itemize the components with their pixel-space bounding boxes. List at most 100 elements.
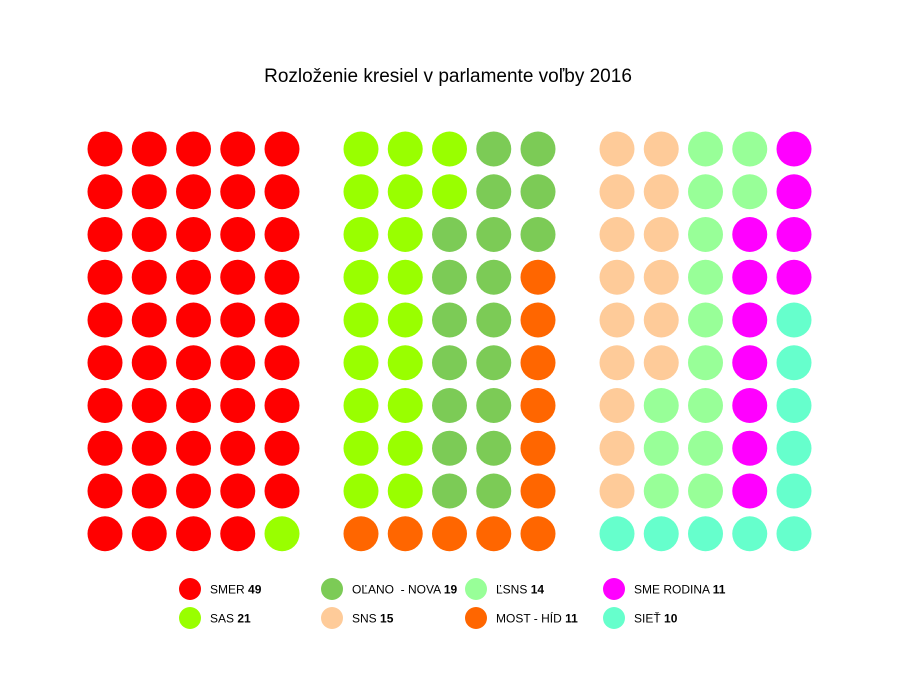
seat-dot [220,430,256,466]
seat-dot [732,302,768,338]
legend-label: OĽANO - NOVA 19 [352,583,457,597]
seat-dot [343,430,379,466]
seat-dot [520,217,556,252]
seat-dot [432,473,467,509]
seat-dot [264,302,300,338]
legend-party-name: SNS [352,612,380,626]
legend-label: SNS 15 [352,612,394,626]
seat-dot [87,473,123,509]
seat-dot [131,174,167,210]
seat-dot [688,516,723,552]
seat-dot [520,302,556,338]
seat-dot [131,302,167,338]
legend-swatch [465,578,487,600]
legend-seat-count: 11 [565,612,578,626]
seat-dot [176,302,211,338]
seat-dot [264,131,300,167]
legend-party-name: ĽSNS [496,583,531,597]
seat-dot [432,430,467,466]
seat-dot [776,131,812,167]
seat-dot [688,259,723,295]
seat-dot [732,131,768,167]
seat-dot [343,473,379,509]
seat-dot [432,217,467,252]
legend-label: SMER 49 [210,583,262,597]
seat-dot [131,217,167,252]
legend-label: MOST - HÍD 11 [496,611,578,626]
seat-dot [87,174,123,210]
seat-dot [432,345,467,381]
seat-dot [643,131,679,167]
legend-item: OĽANO - NOVA 19 [321,578,457,600]
seat-dot [343,174,379,210]
seat-dot [220,345,256,381]
seat-dot [264,516,300,552]
seat-dot [599,259,635,295]
legend-item: SAS 21 [179,607,251,629]
seat-dot [220,473,256,509]
seat-dot [387,131,423,167]
seat-dot [732,259,768,295]
seat-dot [476,516,512,552]
seat-dot [476,302,512,338]
legend-item: MOST - HÍD 11 [465,607,578,629]
legend-swatch [321,578,343,600]
legend-seat-count: 19 [444,583,458,597]
seat-dot [776,430,812,466]
legend-label: SAS 21 [210,612,251,626]
seat-dot [776,345,812,381]
seat-dot [643,473,679,509]
seat-dot [776,259,812,295]
seat-dot [131,516,167,552]
seat-dot [220,516,256,552]
legend-party-name: SAS [210,612,237,626]
seat-dot [476,131,512,167]
seat-dot [87,430,123,466]
seat-dot [776,174,812,210]
seat-dot [131,345,167,381]
seat-dot [131,430,167,466]
seat-dot [732,430,768,466]
legend-swatch [603,607,625,629]
seat-dot [387,259,423,295]
legend-swatch [465,607,487,629]
seat-dot [131,131,167,167]
legend-item: ĽSNS 14 [465,578,544,600]
legend-party-name: SIEŤ [634,611,664,626]
seat-dot [520,174,556,210]
seat-dot [476,430,512,466]
seat-dot [732,516,768,552]
seat-dot [732,473,768,509]
seat-dot [264,345,300,381]
seat-dot [643,174,679,210]
seat-dot [599,430,635,466]
seat-dot [387,174,423,210]
seat-dot [688,345,723,381]
seat-dot [387,217,423,252]
legend-seat-count: 11 [713,583,726,597]
seat-dot [520,345,556,381]
seat-dot [599,473,635,509]
seat-dot [343,302,379,338]
seat-dot [264,217,300,252]
seat-dot [220,174,256,210]
seat-dot [643,259,679,295]
seat-dot [87,259,123,295]
seat-dot [343,388,379,423]
legend-seat-count: 15 [380,612,394,626]
seat-dot [131,259,167,295]
seat-dot [643,345,679,381]
seat-dot [176,473,211,509]
seat-dot [387,388,423,423]
seat-dot [131,388,167,423]
seat-dot [599,345,635,381]
seat-dot [220,388,256,423]
seat-dot [220,131,256,167]
seat-dot [688,174,723,210]
seat-dot [176,430,211,466]
seat-dot [432,131,467,167]
seat-dot [387,473,423,509]
seat-dot [87,388,123,423]
legend-seat-count: 14 [531,583,545,597]
